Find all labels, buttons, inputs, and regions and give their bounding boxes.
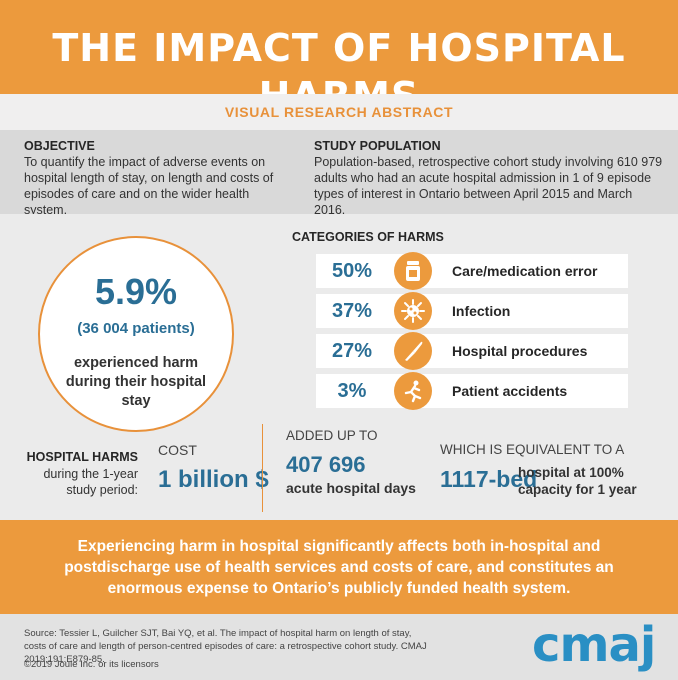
cost-value: 1 billion $ bbox=[158, 466, 269, 493]
category-percent: 3% bbox=[337, 380, 367, 402]
cmaj-logo: cmaj bbox=[532, 617, 656, 673]
added-days-value: 407 696 bbox=[286, 452, 366, 477]
study-population-text: Population-based, retrospective cohort s… bbox=[314, 155, 663, 217]
category-label: Care/medication error bbox=[452, 263, 598, 279]
category-percent: 27% bbox=[331, 340, 373, 362]
key-stat-circle: 5.9% (36 004 patients) experienced harm … bbox=[38, 236, 234, 432]
category-label: Hospital procedures bbox=[452, 343, 588, 359]
hospital-harms-subtext: during the 1-year study period: bbox=[43, 467, 138, 497]
category-label: Infection bbox=[452, 303, 511, 319]
key-stat-patients: (36 004 patients) bbox=[77, 320, 195, 337]
results-section: 5.9% (36 004 patients) experienced harm … bbox=[0, 214, 678, 520]
cost-label: COST bbox=[158, 442, 197, 458]
category-percent: 37% bbox=[331, 300, 373, 322]
equivalent-subtext: hospital at 100% capacity for 1 year bbox=[518, 465, 637, 497]
category-row-procedures: 27% Hospital procedures bbox=[316, 332, 628, 370]
medication-bottle-icon bbox=[394, 252, 432, 290]
conclusion-banner: Experiencing harm in hospital significan… bbox=[0, 520, 678, 614]
falling-person-icon bbox=[394, 372, 432, 410]
footer: Source: Tessier L, Guilcher SJT, Bai YQ,… bbox=[0, 614, 678, 680]
abstract-label: VISUAL RESEARCH ABSTRACT bbox=[224, 104, 454, 120]
objectives-section: OBJECTIVE To quantify the impact of adve… bbox=[0, 130, 678, 217]
added-days-label: ADDED UP TO bbox=[286, 428, 378, 443]
source-citation: Source: Tessier L, Guilcher SJT, Bai YQ,… bbox=[24, 628, 427, 665]
key-stat-description: experienced harm during their hospital s… bbox=[65, 355, 207, 409]
categories-title: CATEGORIES OF HARMS bbox=[292, 230, 444, 244]
virus-icon bbox=[394, 292, 432, 330]
copyright: ©2019 Joule Inc. or its licensors bbox=[24, 659, 159, 670]
conclusion-text: Experiencing harm in hospital significan… bbox=[64, 538, 614, 597]
equivalent-label: WHICH IS EQUIVALENT TO A bbox=[440, 442, 625, 457]
objective-block: OBJECTIVE To quantify the impact of adve… bbox=[24, 139, 294, 218]
divider bbox=[262, 424, 263, 512]
study-population-heading: STUDY POPULATION bbox=[314, 139, 441, 153]
category-row-infection: 37% Infection bbox=[316, 292, 628, 330]
hospital-harms-heading: HOSPITAL HARMS bbox=[26, 450, 138, 464]
scalpel-icon bbox=[394, 332, 432, 370]
objective-heading: OBJECTIVE bbox=[24, 139, 95, 153]
abstract-bar: VISUAL RESEARCH ABSTRACT bbox=[0, 94, 678, 130]
equivalent-value: 1117-bed bbox=[440, 466, 538, 492]
header-banner: THE IMPACT OF HOSPITAL HARMS bbox=[0, 0, 678, 118]
category-label: Patient accidents bbox=[452, 383, 568, 399]
added-days-subtext: acute hospital days bbox=[286, 480, 416, 496]
category-percent: 50% bbox=[331, 260, 373, 282]
study-population-block: STUDY POPULATION Population-based, retro… bbox=[314, 139, 666, 218]
key-stat-percent: 5.9% bbox=[94, 271, 178, 312]
objective-text: To quantify the impact of adverse events… bbox=[24, 155, 274, 217]
category-row-medication: 50% Care/medication error bbox=[316, 252, 628, 290]
category-row-accidents: 3% Patient accidents bbox=[316, 372, 628, 410]
